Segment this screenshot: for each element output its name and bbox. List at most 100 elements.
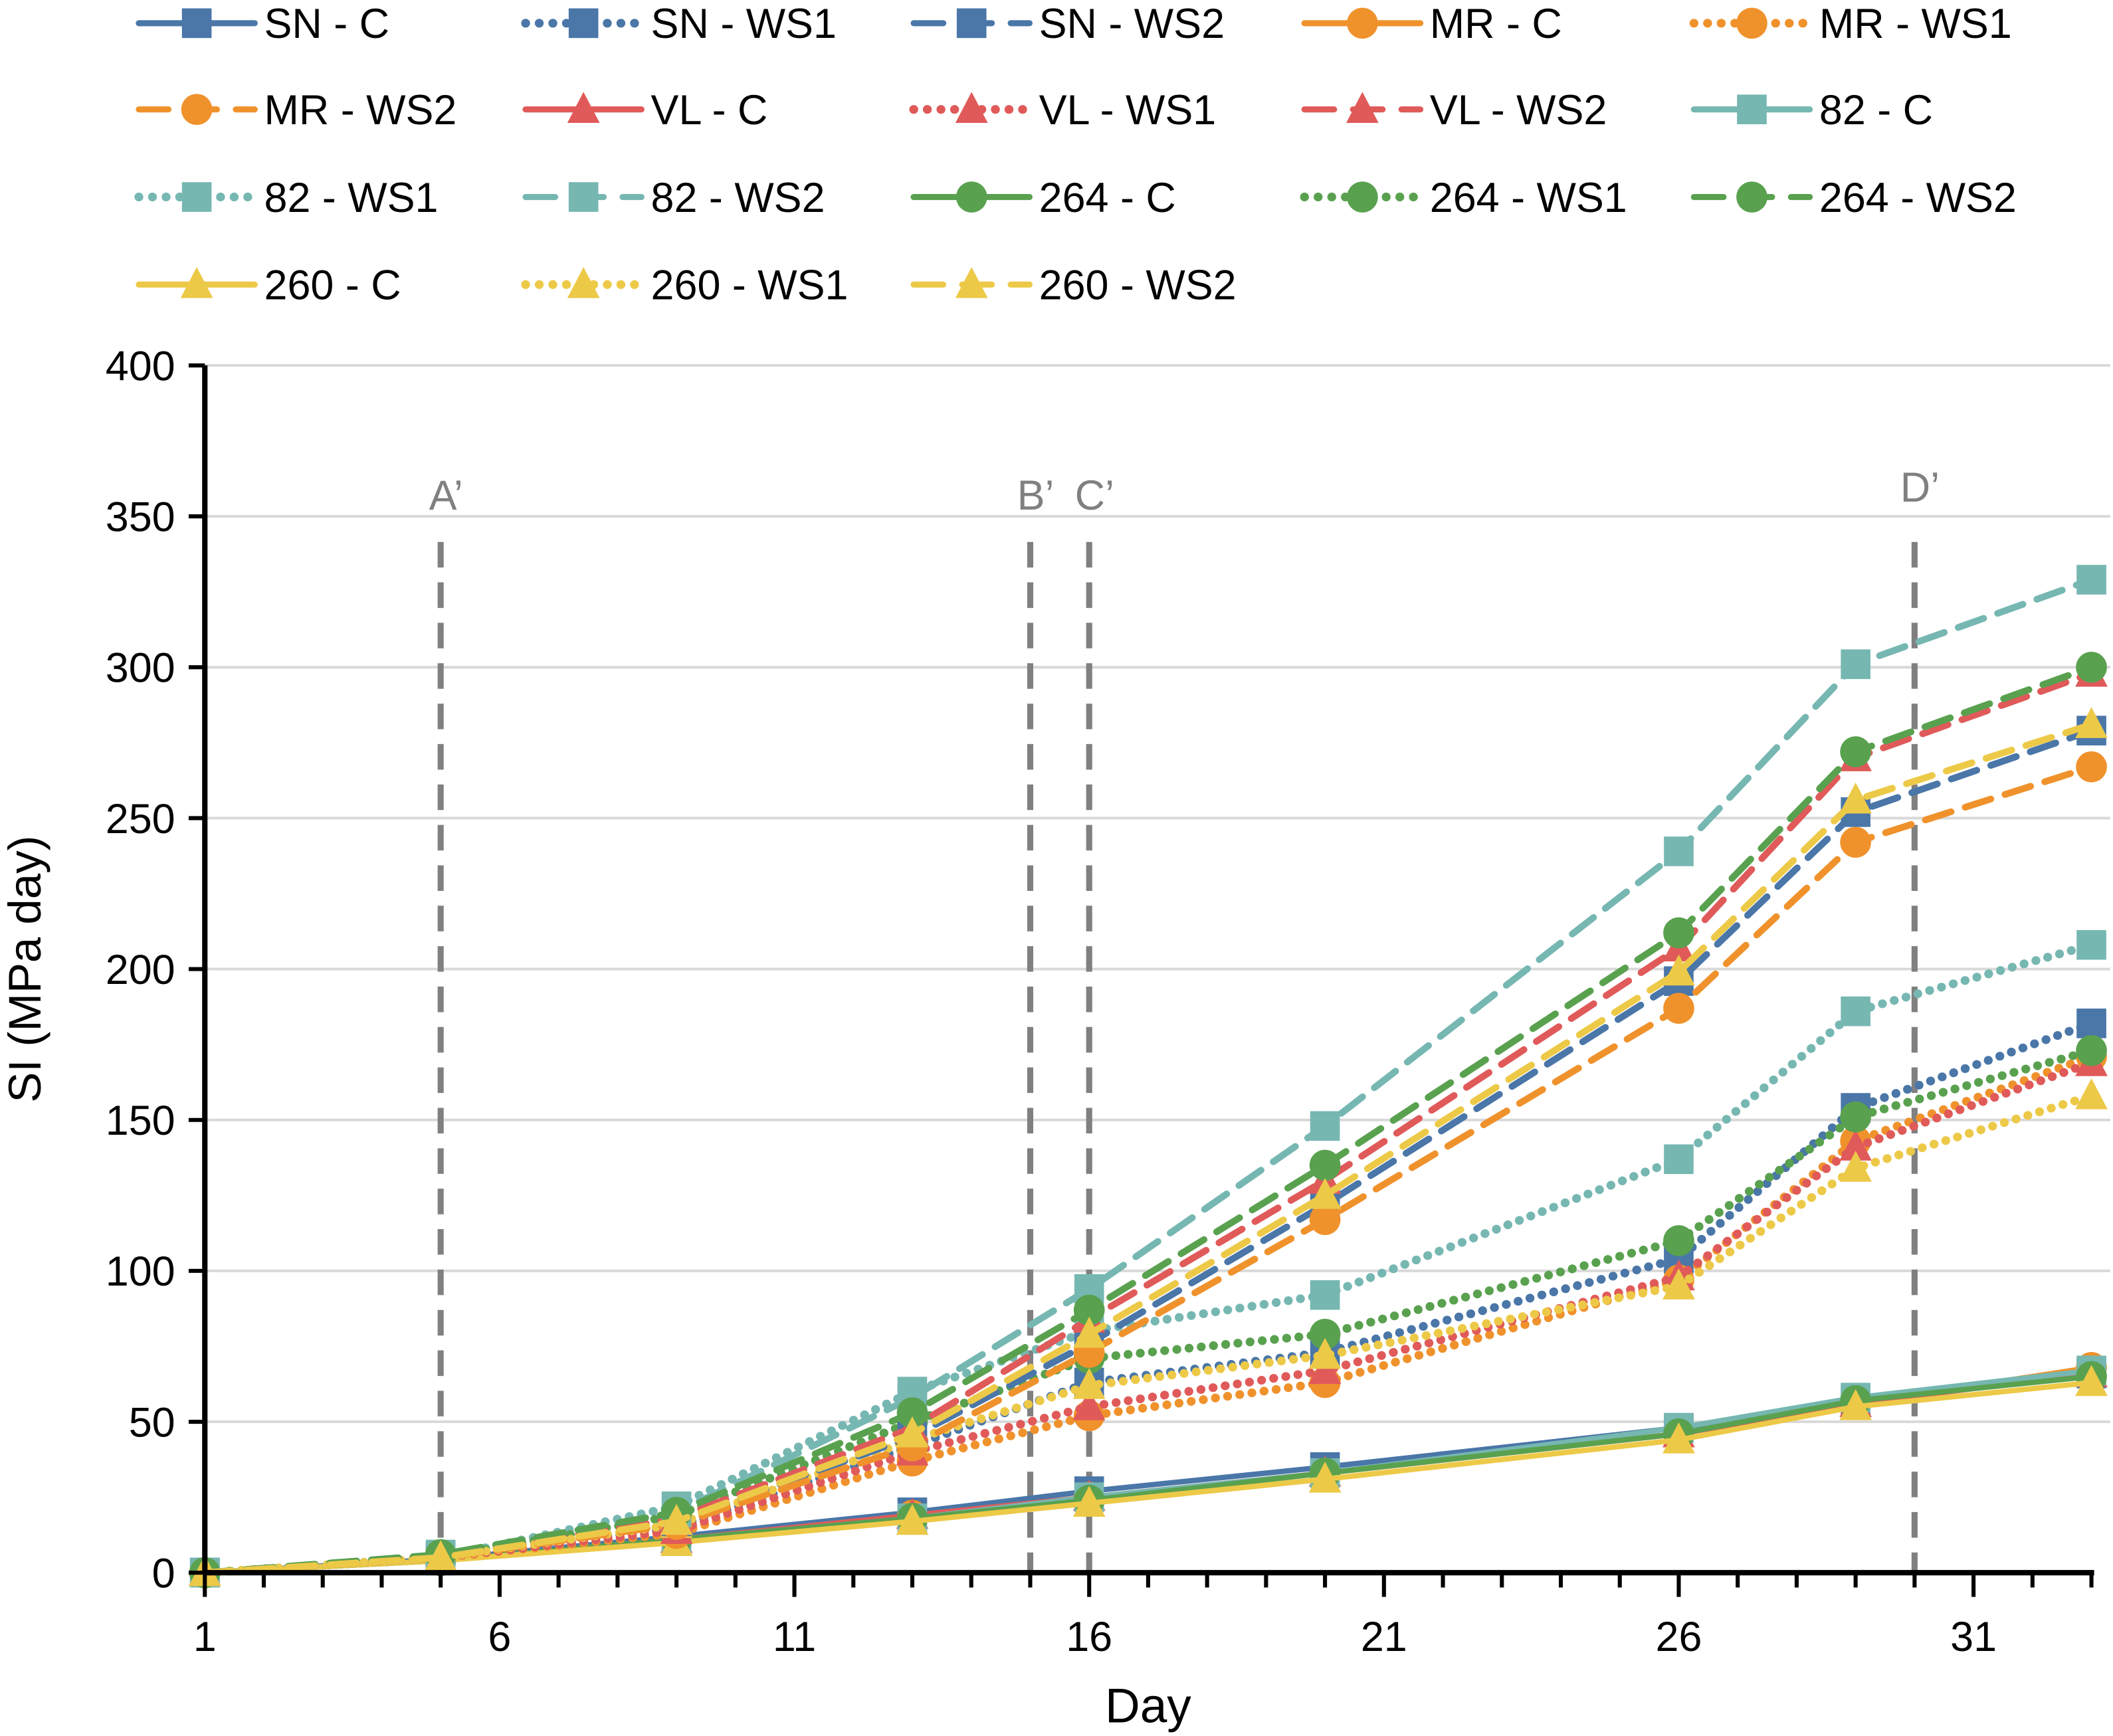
- data-point: [1841, 996, 1870, 1026]
- data-point: [1310, 1111, 1340, 1141]
- data-point: [1841, 649, 1870, 680]
- data-point: [1072, 1486, 1106, 1517]
- legend-triangle-icon: [180, 266, 213, 298]
- y-tick-label: 400: [106, 343, 175, 389]
- series-sn-ws2: [189, 716, 2106, 1588]
- legend-entry: 260 - WS1: [521, 262, 849, 309]
- legend-entry: 264 - C: [910, 175, 1176, 221]
- legend-square-icon: [181, 8, 212, 39]
- legend-circle-icon: [1347, 7, 1378, 39]
- legend-square-icon: [956, 8, 987, 39]
- y-axis-title: SI (MPa day): [0, 835, 50, 1102]
- data-point: [1663, 917, 1694, 949]
- x-tick-label: 6: [488, 1614, 511, 1660]
- data-point: [1663, 993, 1694, 1024]
- legend: SN - C SN - WS1 SN - WS2 MR - C MR - WS1 MR -…: [134, 1, 2017, 309]
- data-point: [1309, 1149, 1341, 1181]
- data-point: [1309, 1318, 1341, 1350]
- legend-triangle-icon: [955, 92, 988, 123]
- series-line: [201, 576, 2095, 1577]
- legend-entry: 82 - WS1: [134, 175, 439, 221]
- legend-square-icon: [568, 8, 599, 39]
- series-line: [202, 1365, 2094, 1576]
- legend-square-icon: [568, 182, 599, 212]
- legend-triangle-icon: [955, 266, 988, 298]
- legend-label: MR - WS1: [1819, 1, 2012, 47]
- data-point: [2076, 651, 2107, 683]
- legend-label: 82 - C: [1819, 87, 1933, 134]
- data-point: [1664, 1144, 1694, 1175]
- reference-line-label: D’: [1900, 464, 1940, 511]
- y-tick-label: 250: [106, 796, 175, 842]
- series-line: [201, 670, 2095, 1577]
- legend-triangle-icon: [567, 266, 600, 298]
- legend-label: 82 - WS1: [264, 175, 439, 221]
- legend-label: VL - WS2: [1430, 87, 1607, 134]
- legend-square-icon: [1737, 94, 1767, 125]
- y-tick-label: 300: [106, 645, 175, 692]
- data-point: [896, 1503, 929, 1535]
- legend-label: 260 - C: [264, 262, 401, 309]
- y-tick-label: 350: [106, 494, 175, 540]
- data-point: [2076, 1009, 2106, 1038]
- legend-entry: VL - WS1: [909, 87, 1216, 134]
- legend-label: SN - WS2: [1039, 1, 1225, 47]
- legend-entry: 264 - WS2: [1690, 175, 2017, 221]
- data-point: [1839, 1129, 1872, 1161]
- series-sn-ws1: [189, 1009, 2106, 1588]
- legend-label: 82 - WS2: [651, 175, 825, 221]
- data-point: [1072, 1316, 1106, 1348]
- legend-square-icon: [181, 182, 212, 212]
- series-260-ws2: [188, 707, 2108, 1587]
- legend-label: MR - C: [1430, 1, 1562, 47]
- series-mr-ws2: [189, 751, 2107, 1589]
- series-mr-ws1: [189, 1041, 2107, 1589]
- legend-label: 260 - WS2: [1039, 262, 1237, 309]
- data-point: [660, 1503, 693, 1535]
- data-point: [1839, 1389, 1872, 1420]
- y-tick-label: 200: [106, 947, 175, 993]
- x-tick-label: 21: [1361, 1614, 1407, 1660]
- reference-line-label: A’: [429, 472, 463, 519]
- legend-circle-icon: [1736, 7, 1767, 39]
- legend-triangle-icon: [1346, 92, 1379, 123]
- data-point: [1308, 1177, 1342, 1209]
- data-point: [1309, 1204, 1341, 1235]
- y-tick-label: 50: [129, 1399, 175, 1446]
- data-point: [1663, 1225, 1694, 1256]
- data-point: [1072, 1368, 1106, 1399]
- data-point: [1662, 954, 1695, 986]
- series-line: [200, 940, 2096, 1577]
- data-point: [2076, 929, 2106, 960]
- x-tick-label: 26: [1655, 1614, 1702, 1660]
- legend-label: SN - C: [264, 1, 390, 47]
- legend-label: 260 - WS1: [651, 262, 849, 309]
- data-point: [1839, 1151, 1872, 1182]
- series-line: [201, 763, 2095, 1577]
- x-tick-label: 31: [1950, 1614, 1997, 1660]
- legend-circle-icon: [181, 94, 213, 126]
- legend-entry: MR - WS2: [136, 87, 456, 134]
- data-point: [1840, 1101, 1871, 1133]
- legend-triangle-icon: [567, 92, 600, 123]
- y-tick-label: 0: [152, 1550, 175, 1596]
- series-260-ws1: [188, 1078, 2108, 1587]
- reference-lines: A’ B’ C’ D’: [429, 464, 1940, 1573]
- gridlines: [205, 364, 2110, 1424]
- legend-circle-icon: [1736, 181, 1767, 213]
- legend-label: 264 - WS2: [1819, 175, 2017, 221]
- legend-label: 264 - C: [1039, 175, 1176, 221]
- series-82-ws2: [189, 565, 2106, 1588]
- data-point: [2075, 1078, 2108, 1109]
- data-point: [2075, 1365, 2108, 1397]
- data-point: [2075, 707, 2108, 738]
- legend-label: SN - WS1: [651, 1, 837, 47]
- data-point: [1840, 826, 1871, 858]
- legend-entry: VL - WS2: [1301, 87, 1607, 134]
- legend-entry: 264 - WS1: [1300, 175, 1627, 221]
- legend-entry: SN - WS2: [910, 1, 1225, 47]
- legend-entry: VL - C: [522, 87, 767, 134]
- series-line: [202, 1367, 2094, 1576]
- data-point: [1839, 782, 1872, 814]
